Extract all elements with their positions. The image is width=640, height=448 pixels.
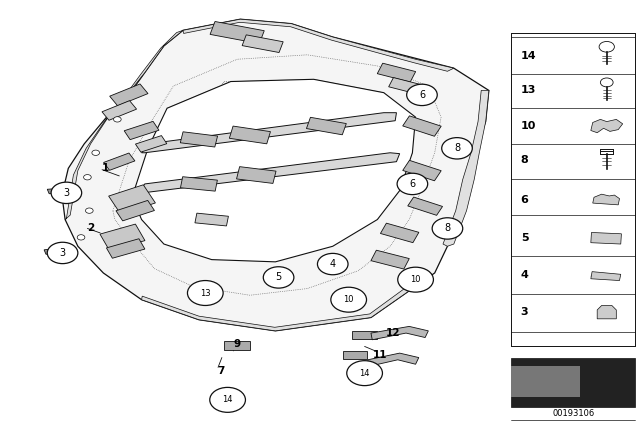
Polygon shape: [352, 332, 378, 339]
Polygon shape: [138, 153, 399, 193]
Polygon shape: [109, 185, 156, 214]
Polygon shape: [229, 126, 271, 144]
Circle shape: [51, 182, 82, 203]
Polygon shape: [408, 197, 442, 215]
Bar: [511, 366, 579, 397]
Circle shape: [432, 218, 463, 239]
Polygon shape: [132, 79, 415, 262]
Polygon shape: [180, 177, 218, 191]
Text: 10: 10: [521, 121, 536, 131]
Text: 5: 5: [275, 272, 282, 282]
Circle shape: [84, 175, 92, 180]
Text: 00193106: 00193106: [552, 409, 595, 418]
Polygon shape: [102, 101, 136, 120]
Polygon shape: [307, 117, 346, 135]
Polygon shape: [237, 167, 276, 183]
Polygon shape: [403, 160, 441, 181]
Circle shape: [600, 78, 613, 87]
Polygon shape: [343, 351, 367, 359]
Text: 1: 1: [102, 164, 109, 173]
Circle shape: [61, 249, 72, 256]
Polygon shape: [47, 188, 62, 194]
Polygon shape: [225, 340, 250, 349]
Text: 7: 7: [218, 366, 225, 376]
Polygon shape: [368, 353, 419, 366]
Polygon shape: [403, 116, 441, 136]
Text: 3: 3: [60, 248, 66, 258]
Text: 8: 8: [444, 224, 451, 233]
Text: 6: 6: [410, 179, 415, 189]
Bar: [511, 358, 636, 406]
Polygon shape: [136, 136, 167, 152]
Circle shape: [65, 188, 76, 195]
Polygon shape: [380, 223, 419, 243]
Text: 3: 3: [63, 188, 70, 198]
Text: 8: 8: [521, 155, 529, 165]
Circle shape: [263, 267, 294, 288]
Text: 14: 14: [222, 396, 233, 405]
Polygon shape: [591, 271, 621, 280]
Circle shape: [397, 267, 433, 292]
Circle shape: [86, 208, 93, 213]
Circle shape: [77, 235, 85, 240]
Circle shape: [317, 254, 348, 275]
Text: 13: 13: [521, 86, 536, 95]
Circle shape: [47, 242, 78, 263]
Polygon shape: [195, 213, 228, 226]
Polygon shape: [116, 200, 154, 221]
Circle shape: [347, 361, 383, 386]
Text: 11: 11: [373, 350, 388, 360]
Text: 13: 13: [200, 289, 211, 297]
Text: 14: 14: [521, 51, 536, 61]
Circle shape: [188, 280, 223, 306]
Text: 4: 4: [330, 259, 336, 269]
Text: 12: 12: [386, 328, 401, 338]
Circle shape: [210, 388, 246, 412]
Polygon shape: [44, 249, 59, 254]
Polygon shape: [593, 194, 620, 205]
Text: 9: 9: [234, 339, 241, 349]
Polygon shape: [377, 63, 415, 82]
Polygon shape: [371, 250, 410, 269]
Polygon shape: [100, 224, 145, 250]
Text: 8: 8: [454, 143, 460, 153]
Polygon shape: [141, 283, 415, 331]
Polygon shape: [183, 19, 454, 71]
Text: 14: 14: [359, 369, 370, 378]
Polygon shape: [180, 132, 218, 147]
Circle shape: [397, 173, 428, 194]
Text: 2: 2: [87, 224, 94, 233]
Text: 5: 5: [521, 233, 529, 243]
Polygon shape: [210, 22, 264, 43]
Polygon shape: [591, 119, 623, 133]
Polygon shape: [124, 121, 159, 140]
Polygon shape: [597, 306, 616, 319]
Text: 10: 10: [344, 295, 354, 304]
Text: 6: 6: [419, 90, 425, 100]
Circle shape: [599, 42, 614, 52]
Polygon shape: [109, 84, 148, 106]
Text: 3: 3: [521, 307, 529, 317]
Circle shape: [331, 287, 367, 312]
Polygon shape: [443, 90, 489, 246]
Polygon shape: [104, 153, 135, 170]
Text: 4: 4: [521, 270, 529, 280]
Polygon shape: [106, 239, 145, 258]
Text: 10: 10: [410, 275, 421, 284]
Polygon shape: [388, 78, 424, 95]
Polygon shape: [371, 327, 428, 340]
Polygon shape: [591, 233, 621, 244]
Circle shape: [113, 116, 121, 122]
Circle shape: [442, 138, 472, 159]
Polygon shape: [141, 113, 396, 153]
Polygon shape: [62, 19, 489, 331]
Circle shape: [406, 84, 437, 106]
Text: 6: 6: [521, 194, 529, 205]
Polygon shape: [242, 35, 283, 52]
Circle shape: [92, 150, 100, 155]
Polygon shape: [65, 30, 183, 220]
